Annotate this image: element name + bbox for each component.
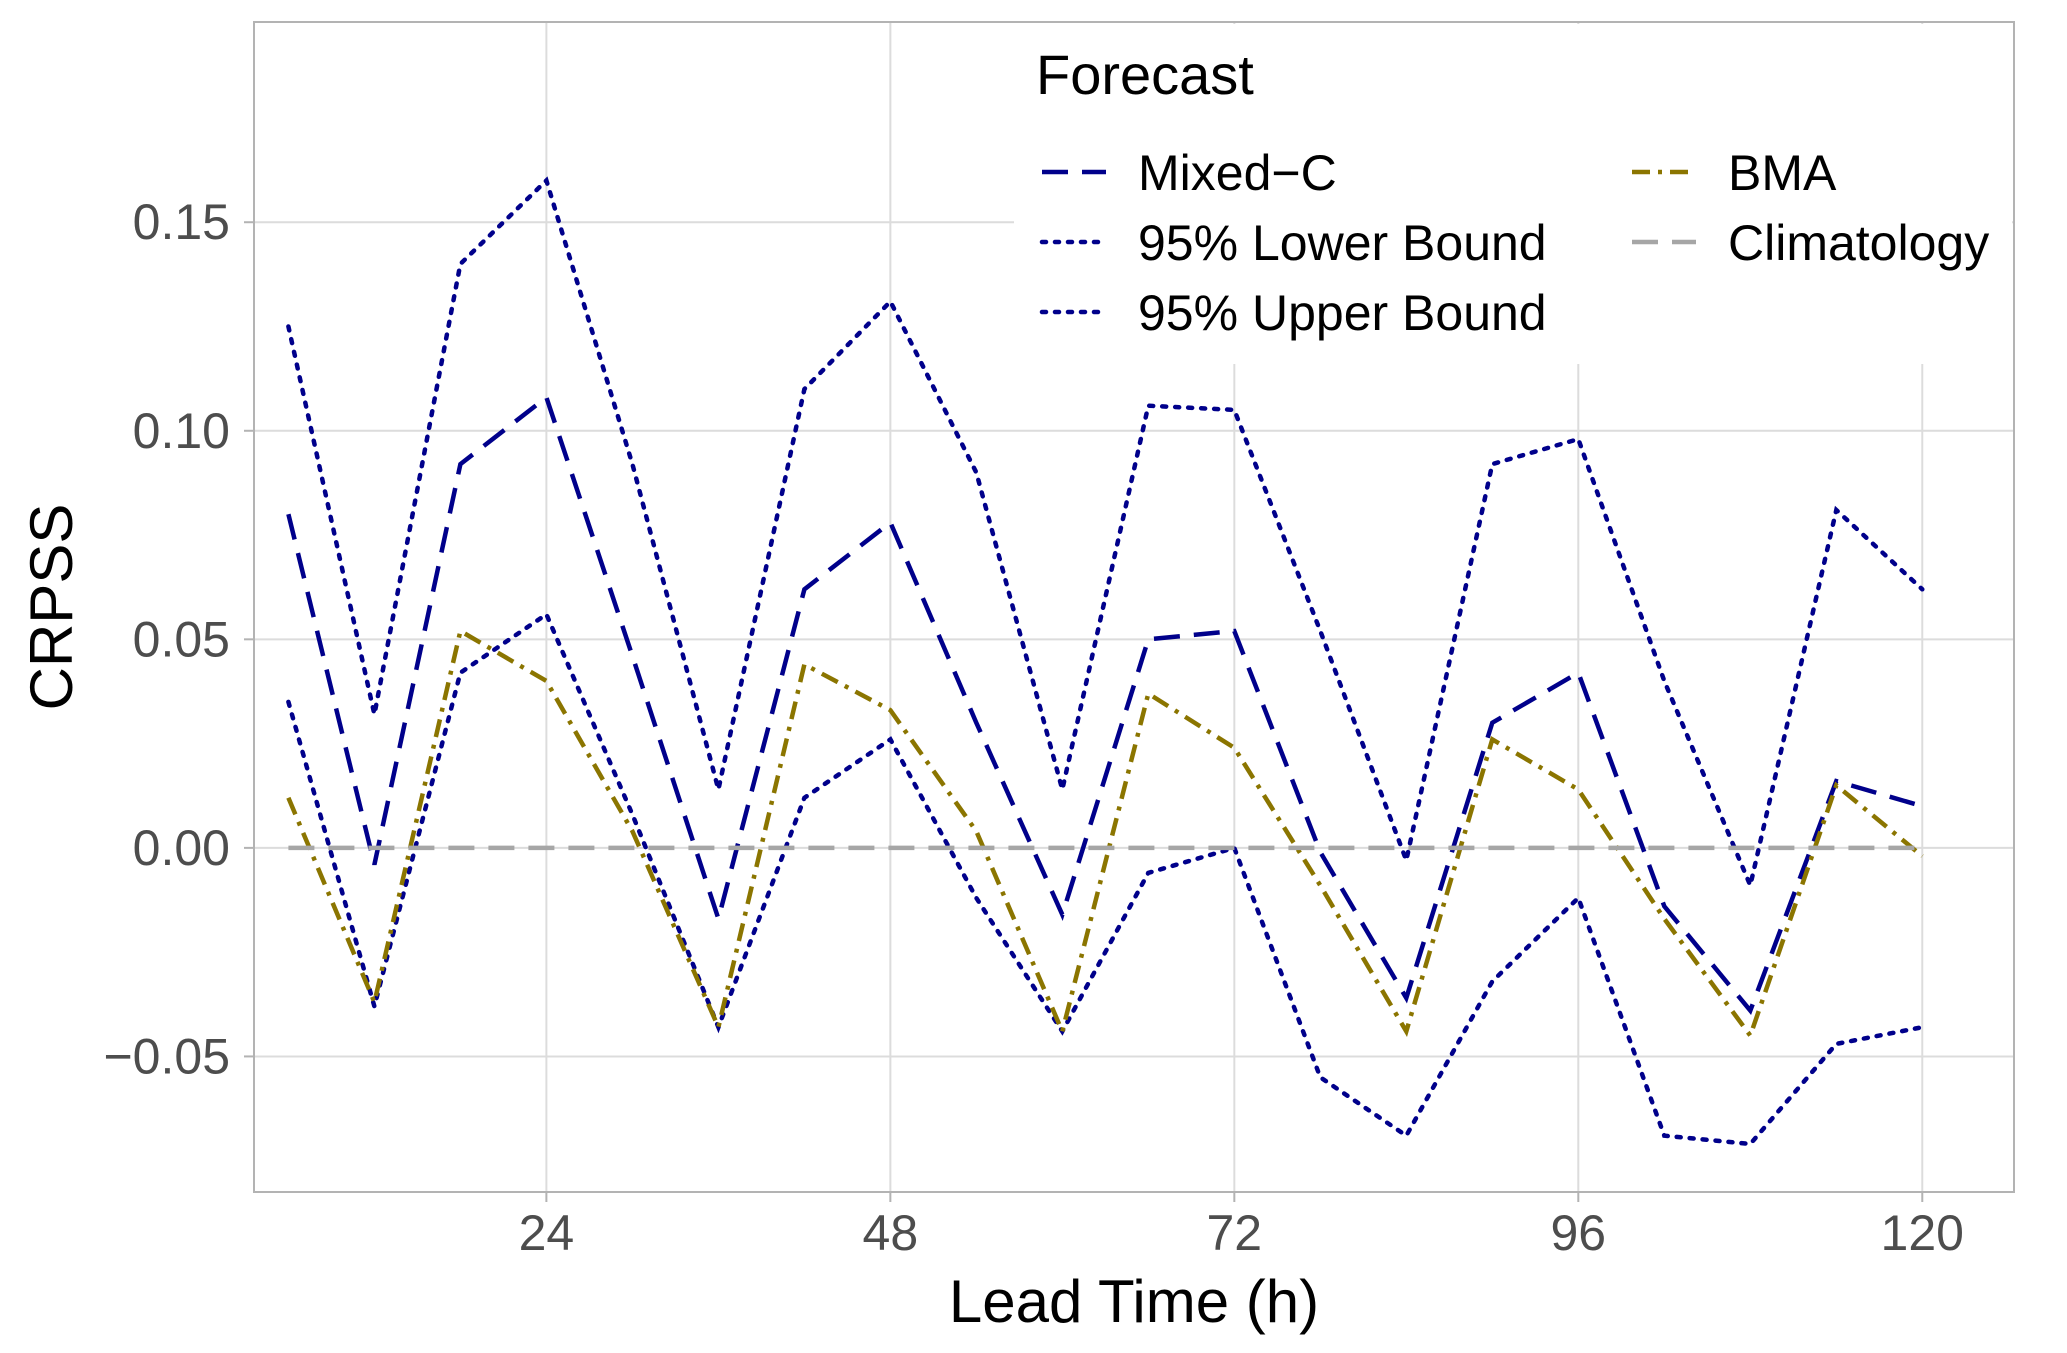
axes: 24 48 72 96 120 −0.05 0.00 0.05 0.10 0.15 Lead Tim… [18,194,1964,1335]
x-tick-label: 48 [863,1205,919,1261]
series-line-95-lower-bound [286,610,1925,1147]
x-tick-label: 96 [1550,1205,1606,1261]
legend-label: BMA [1728,145,1837,201]
y-axis-title: CRPSS [18,504,85,711]
x-axis-title: Lead Time (h) [949,1268,1319,1335]
panel-border [253,21,2015,1193]
y-tick-label: 0.10 [133,403,230,459]
x-tick-label: 24 [519,1205,575,1261]
legend-background [1014,24,2012,364]
legend: Forecast Mixed−C 95% Lower Bound 95% Upper … [1014,24,2012,364]
y-tick-label: 0.15 [133,194,230,250]
x-tick-label: 120 [1881,1205,1964,1261]
legend-title: Forecast [1036,43,1254,106]
legend-label: Climatology [1728,215,1989,271]
y-tick-label: 0.00 [133,820,230,876]
x-tick-label: 72 [1207,1205,1263,1261]
series-line-mixed-c [286,393,1923,1016]
legend-label: Mixed−C [1138,145,1337,201]
y-tick-label: 0.05 [133,611,230,667]
legend-label: 95% Lower Bound [1138,215,1547,271]
legend-label: 95% Upper Bound [1138,285,1547,341]
series-line-bma [286,627,1924,1041]
series-lines [286,176,1925,1147]
series-line-95-upper-bound [286,176,1925,893]
y-tick-label: −0.05 [103,1028,230,1084]
